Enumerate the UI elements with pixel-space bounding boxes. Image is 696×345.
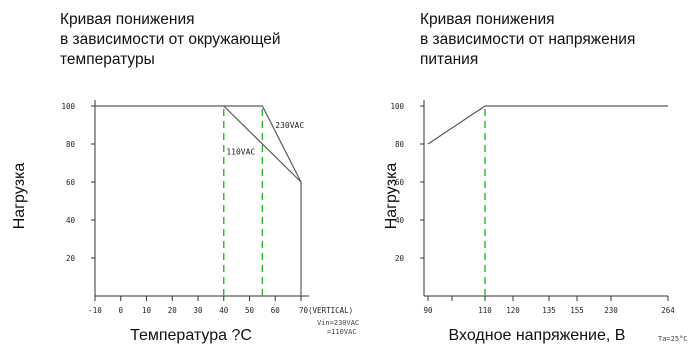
chart-2: Кривая понижения в зависимости от напряже…: [383, 11, 688, 344]
chart-title-line: питания: [420, 51, 478, 68]
y-axis-title: Нагрузка: [383, 163, 400, 230]
y-tick-label: 20: [66, 254, 76, 263]
series-line-1: [427, 105, 668, 145]
x-tick-label: 50: [245, 306, 255, 315]
x-tick-label: 70(VERTICAL): [299, 306, 353, 315]
x-tick-label: 135: [542, 306, 556, 315]
y-tick-label: 60: [66, 178, 76, 187]
xlabel-note: Ta=25°C: [658, 335, 688, 343]
x-tick-label: 20: [168, 306, 178, 315]
axis-note: =110VAC: [327, 328, 357, 336]
x-tick-label: -10: [88, 306, 102, 315]
x-tick-label: 30: [193, 306, 203, 315]
axis-note: Vin=230VAC: [317, 319, 359, 327]
y-tick-label: 80: [395, 140, 405, 149]
series-line-1: [95, 105, 302, 296]
x-tick-label: 10: [142, 306, 152, 315]
x-tick-label: 0: [118, 306, 123, 315]
chart-title-line: Кривая понижения: [420, 11, 555, 28]
chart-title-line: в зависимости от окружающей: [60, 31, 281, 48]
x-tick-label: 40: [219, 306, 229, 315]
series-line-2: [223, 105, 302, 183]
chart-1: Кривая понижения в зависимости от окружаю…: [11, 11, 359, 344]
x-tick-label: 230: [604, 306, 618, 315]
chart-title-line: Кривая понижения: [60, 11, 195, 28]
x-tick-label: 264: [661, 306, 675, 315]
series-annotation: 110VAC: [226, 148, 255, 157]
y-axis-title: Нагрузка: [11, 163, 28, 230]
x-tick-label: 90: [423, 306, 433, 315]
x-tick-label: 155: [570, 306, 584, 315]
chart-title-line: температуры: [60, 51, 155, 68]
x-tick-label: 60: [271, 306, 281, 315]
y-tick-label: 80: [66, 140, 76, 149]
x-axis-title: Входное напряжение, В: [449, 327, 626, 344]
x-tick-label: 110: [478, 306, 492, 315]
chart-title-line: в зависимости от напряжения: [420, 31, 635, 48]
y-tick-label: 60: [395, 178, 405, 187]
x-axis-title: Температура ?С: [130, 327, 252, 344]
x-tick-label: 120: [506, 306, 520, 315]
y-tick-label: 40: [395, 216, 405, 225]
y-tick-label: 100: [390, 102, 404, 111]
y-tick-label: 40: [66, 216, 76, 225]
series-annotation: 230VAC: [275, 121, 304, 130]
y-tick-label: 20: [395, 254, 405, 263]
y-tick-label: 100: [61, 102, 75, 111]
